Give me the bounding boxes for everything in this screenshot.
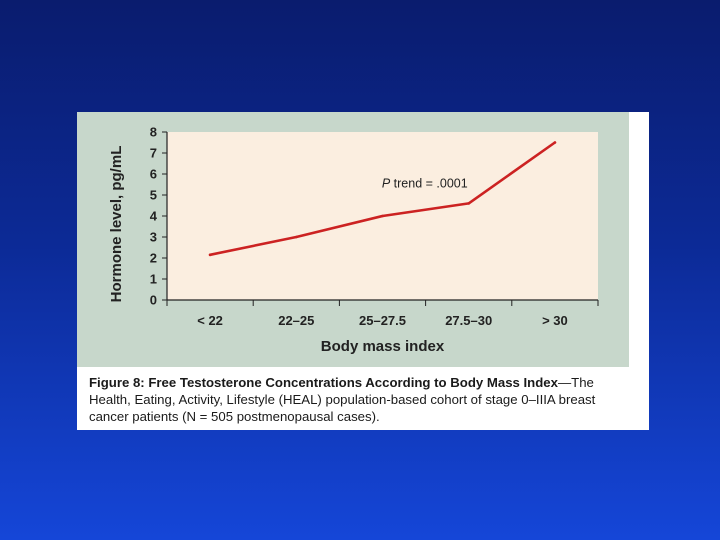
data-point bbox=[467, 202, 471, 205]
data-point bbox=[208, 253, 212, 257]
x-tick-label: 27.5–30 bbox=[445, 313, 492, 328]
data-point bbox=[295, 235, 298, 239]
y-tick-label: 5 bbox=[150, 188, 157, 203]
line-chart: 0 1 2 3 4 5 6 7 8 < 22 22–25 25–27.5 27.5–30 > 30 Body… bbox=[108, 125, 599, 355]
y-tick-label: 8 bbox=[150, 125, 157, 140]
y-tick-label: 0 bbox=[150, 293, 157, 308]
x-axis-title: Body mass index bbox=[321, 338, 445, 355]
y-tick-label: 7 bbox=[150, 146, 157, 161]
x-tick-label: < 22 bbox=[197, 313, 223, 328]
chart-panel: 0 1 2 3 4 5 6 7 8 < 22 22–25 25–27.5 27.5–30 > 30 Body… bbox=[77, 112, 629, 367]
y-tick-label: 2 bbox=[150, 251, 157, 266]
y-tick-label: 4 bbox=[150, 209, 158, 224]
y-tick-label: 3 bbox=[150, 230, 157, 245]
data-point bbox=[381, 214, 384, 218]
p-trend-prefix: P bbox=[382, 177, 391, 191]
caption-body: —The Health, Eating, Activity, Lifestyle… bbox=[89, 375, 596, 424]
y-axis-title: Hormone level, pg/mL bbox=[108, 146, 125, 303]
p-trend-value: trend = .0001 bbox=[390, 177, 468, 191]
figure-caption: Figure 8: Free Testosterone Concentratio… bbox=[89, 374, 634, 425]
y-tick-label: 1 bbox=[150, 272, 157, 287]
p-trend-annotation: P trend = .0001 bbox=[382, 177, 468, 191]
x-tick-label: 25–27.5 bbox=[359, 313, 406, 328]
x-tick-label: 22–25 bbox=[278, 313, 314, 328]
figure-panel: 0 1 2 3 4 5 6 7 8 < 22 22–25 25–27.5 27.5–30 > 30 Body… bbox=[77, 112, 649, 430]
y-tick-label: 6 bbox=[150, 167, 157, 182]
x-tick-label: > 30 bbox=[542, 313, 568, 328]
caption-title: Figure 8: Free Testosterone Concentratio… bbox=[89, 375, 558, 390]
data-point bbox=[553, 141, 557, 144]
